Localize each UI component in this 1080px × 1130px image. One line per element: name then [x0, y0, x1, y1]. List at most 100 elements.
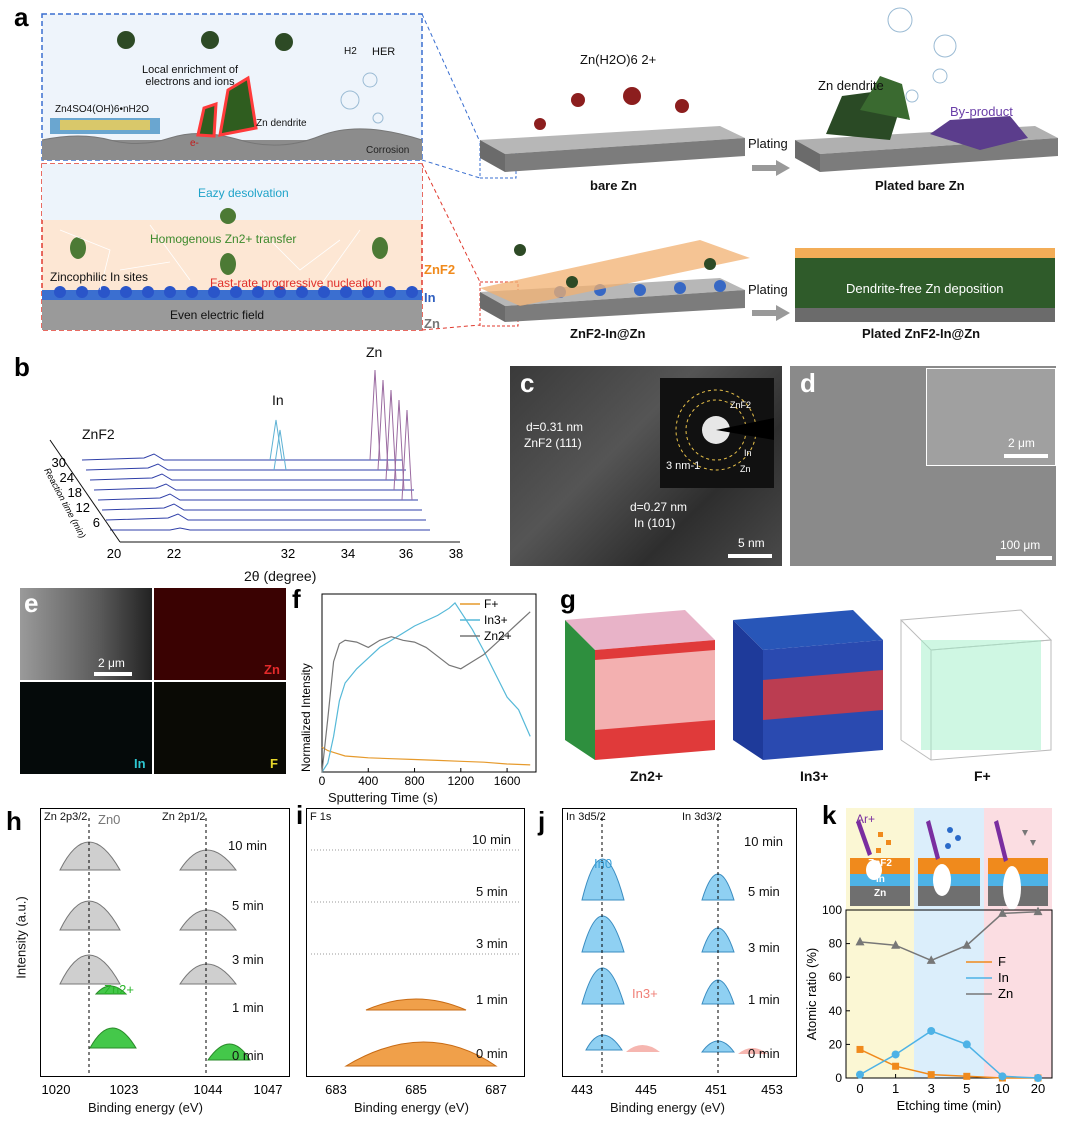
xrd-xlabel: 2θ (degree) [244, 568, 317, 584]
xps-zn-xlabel: Binding energy (eV) [88, 1100, 203, 1115]
eds-map-zn-label: Zn [264, 662, 280, 677]
eds-map-in [20, 682, 152, 774]
sem-scale-bar [996, 556, 1052, 560]
hrtem-scale: 5 nm [738, 536, 765, 550]
sem-scale: 100 μm [1000, 538, 1041, 552]
point-Zn-1 [891, 940, 901, 949]
zone-1 [846, 910, 914, 1078]
x-tick-label-0: 0 [856, 1081, 863, 1096]
layer-in-label: In [424, 290, 436, 305]
panel-i-label: i [296, 800, 304, 830]
d-spacing-1: d=0.31 nm [526, 420, 584, 434]
x-tick-label-3: 3 [928, 1081, 935, 1096]
xps-zn-time-10: 10 min [228, 838, 268, 853]
series-line-Zn2+ [321, 611, 531, 773]
d-spacing-2: d=0.27 nm [630, 500, 688, 514]
xps-ylabel: Intensity (a.u.) [13, 896, 29, 979]
dendrite-free-label: Dendrite-free Zn deposition [846, 281, 1004, 296]
x-tick-label-0: 0 [319, 774, 326, 788]
plating-arrow-label-2: Plating [748, 282, 788, 297]
layer-znf2-label: ZnF2 [424, 262, 456, 277]
xps-in-xlabel: Binding energy (eV) [610, 1100, 725, 1115]
legend-label-F: F [998, 954, 1006, 969]
xps-zn-tick-1023: 1023 [110, 1082, 139, 1097]
schematic-in-label: In [876, 874, 885, 885]
xrd-ytick-12: 12 [76, 500, 90, 515]
point-In-5 [962, 1040, 971, 1049]
xrd-ytick-6: 6 [93, 515, 100, 530]
plated-bare-zn-label: Plated bare Zn [875, 178, 965, 193]
xps-zn-time-0: 0 min [232, 1048, 264, 1063]
local-enrichment-label: Local enrichment of electrons and ions [142, 64, 238, 88]
tof-3d-cubes [565, 609, 1053, 761]
y-tick-label-20: 20 [829, 1037, 843, 1051]
legend-label-Zn2+: Zn2+ [484, 629, 512, 643]
xrd-waterfall: 20 22 32 34 36 38 30 24 18 12 6 Reaction… [42, 369, 463, 560]
point-In-10 [998, 1072, 1007, 1081]
y-tick-label-0: 0 [835, 1071, 842, 1085]
zn-transfer-label: Homogenous Zn2+ transfer [150, 232, 297, 246]
xps-in-left-title: In 3d5/2 [566, 811, 606, 823]
tof-sims-depth-profile: 0 400 800 1200 1600 Normalized Intensity F+ In3… [299, 593, 537, 788]
point-F-1 [892, 1062, 900, 1070]
xps-f-time-10: 10 min [472, 832, 512, 847]
plated-znf2-in-zn-label: Plated ZnF2-In@Zn [862, 326, 981, 341]
xps-in-right-title: In 3d3/2 [682, 811, 722, 823]
eds-scale: 2 μm [98, 656, 125, 670]
x-tick-label-800: 800 [405, 774, 425, 788]
xrd-ytick-24: 24 [60, 470, 74, 485]
eds-scale-bar [94, 672, 132, 676]
xps-f-tick-687: 687 [485, 1082, 507, 1097]
schematic-zn-label: Zn [874, 888, 887, 899]
xps-zn-time-1: 1 min [232, 1000, 264, 1015]
panel-g-label: g [560, 584, 576, 614]
xps-zn-2p: 1020 1023 1044 1047 [40, 808, 290, 1097]
panel-a-graphics [41, 7, 1058, 331]
panel-f-label: f [292, 584, 301, 614]
xrd-peak-zn: Zn [366, 344, 383, 360]
hrtem-scale-bar [728, 554, 772, 558]
electric-field-label: Even electric field [170, 308, 265, 322]
xps-f-time-0: 0 min [476, 1046, 508, 1061]
panel-h-label: h [6, 806, 22, 836]
eds-map-in-label: In [134, 756, 146, 771]
panel-e-label: e [24, 588, 39, 618]
xps-f-time-5: 5 min [476, 884, 508, 899]
sem-inset-scale-bar [1004, 454, 1048, 458]
xps-in-tick-453: 453 [761, 1082, 783, 1097]
tof-xlabel: Sputtering Time (s) [328, 790, 438, 805]
panel-d-label: d [800, 368, 816, 398]
y-tick-label-80: 80 [829, 937, 843, 951]
xps-zn-time-5: 5 min [232, 898, 264, 913]
y-tick-label-60: 60 [829, 970, 843, 984]
saed-ring-in: In [744, 448, 752, 458]
x-tick-label-10: 10 [995, 1081, 1009, 1096]
xps-zn-tick-1020: 1020 [42, 1082, 71, 1097]
sem-inset-scale: 2 μm [1008, 436, 1035, 450]
legend-label-In: In [998, 970, 1009, 985]
xrd-tick-36: 36 [399, 546, 413, 560]
panel-j-label: j [538, 806, 546, 836]
xrd-ytick-30: 30 [52, 455, 66, 470]
xrd-tick-34: 34 [341, 546, 355, 560]
xps-f-tick-685: 685 [405, 1082, 427, 1097]
x-tick-label-1: 1 [892, 1081, 899, 1096]
x-tick-label-20: 20 [1031, 1081, 1045, 1096]
x-tick-label-400: 400 [358, 774, 378, 788]
zn-dendrite-right-label: Zn dendrite [818, 78, 884, 93]
xps-zn-tick-1047: 1047 [254, 1082, 283, 1097]
plating-arrow-label-1: Plating [748, 136, 788, 151]
etching-schematic [846, 808, 1052, 910]
cube-label-f: F+ [974, 768, 991, 784]
electron-label: e- [190, 138, 199, 149]
plot-frame [845, 909, 1053, 1079]
xps-in-time-10: 10 min [744, 834, 784, 849]
corrosion-label: Corrosion [366, 145, 410, 156]
zn-dendrite-label: Zn dendrite [256, 118, 307, 129]
xps-f-tick-683: 683 [325, 1082, 347, 1097]
point-In-1 [891, 1050, 900, 1059]
series-line-F+ [321, 746, 531, 766]
saed-inset [660, 378, 774, 488]
cube-label-zn: Zn2+ [630, 768, 664, 784]
eds-map-f-label: F [270, 756, 278, 771]
